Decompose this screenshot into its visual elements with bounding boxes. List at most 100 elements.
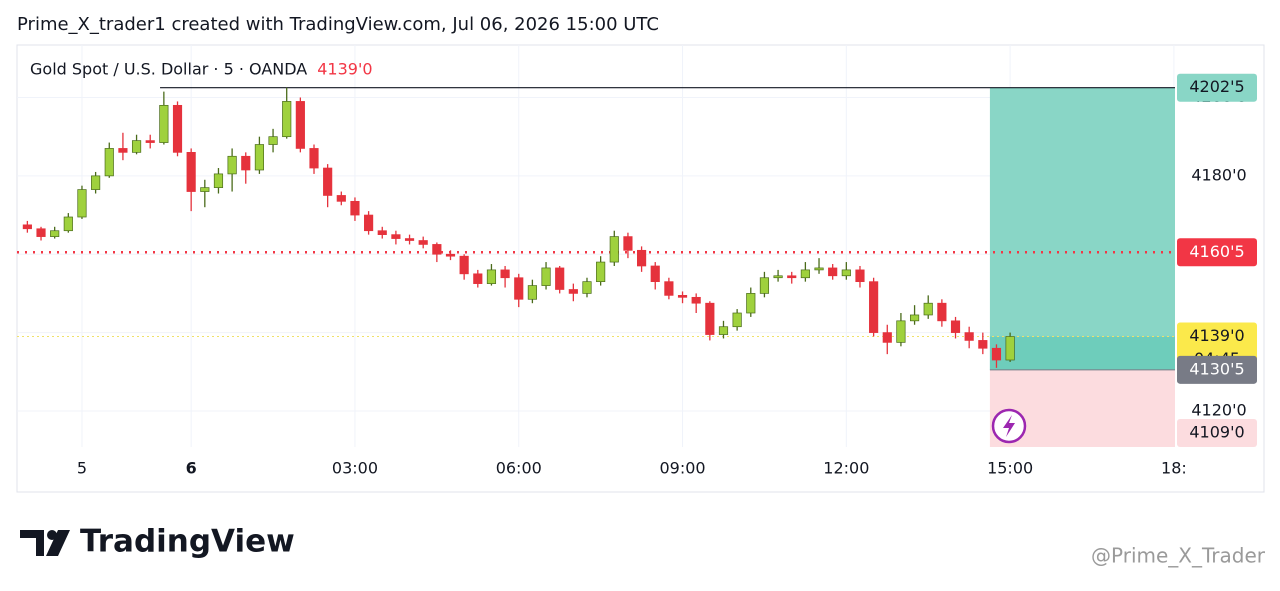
candle-body [118, 148, 128, 153]
candle-body [909, 314, 920, 322]
price-badge-label: 4202'5 [1189, 77, 1244, 96]
logo-mark [20, 530, 44, 556]
candle-body [323, 167, 333, 196]
price-badge-label: 4109'0 [1189, 423, 1244, 442]
candle-body [445, 253, 456, 257]
candle-body [159, 104, 169, 143]
candle-body [364, 214, 374, 232]
x-tick-label: 12:00 [823, 459, 869, 478]
y-tick-label: 4120'0 [1191, 400, 1246, 419]
header-title: Prime_X_trader1 created with TradingView… [17, 14, 659, 35]
watermark: @Prime_X_Trader [1091, 544, 1266, 568]
price-badge [1177, 73, 1257, 102]
y-tick-label: 4180'0 [1191, 165, 1246, 184]
candle-body [664, 281, 674, 296]
candle-body [828, 267, 838, 277]
candle-body [309, 148, 319, 169]
candle-body [746, 293, 756, 314]
candle-body [705, 302, 715, 335]
x-tick-label: 5 [77, 459, 87, 478]
position-target [989, 87, 1175, 370]
candle-body [637, 249, 647, 267]
candle-body [282, 101, 292, 138]
candle-body [213, 173, 224, 188]
candle-body [896, 320, 906, 343]
candle-body [582, 281, 592, 294]
candle-body [77, 189, 87, 218]
candle-body [732, 312, 742, 328]
candle-body [800, 269, 810, 279]
candle-body [432, 244, 442, 255]
candle-body [500, 269, 510, 279]
candle-body [677, 295, 688, 298]
price-badge-label: 4160'5 [1189, 242, 1244, 261]
candle-body [295, 101, 305, 149]
x-tick-label: 09:00 [659, 459, 705, 478]
candle-body [254, 144, 264, 171]
candle-body [350, 200, 360, 216]
candle-body [377, 230, 387, 235]
candle-body [568, 289, 578, 294]
candle-body [131, 140, 142, 153]
candle-body [773, 275, 783, 279]
candle-body [63, 216, 73, 232]
price-badge [1177, 355, 1257, 384]
x-tick-label: 06:00 [496, 459, 542, 478]
logo-mark [46, 530, 70, 556]
chart-panel [16, 44, 1265, 493]
candle-body [869, 281, 879, 333]
price-badge [1177, 238, 1257, 267]
candle-body [527, 285, 537, 300]
chart-area: 4120'04140'04160'04180'04200'05603:0006:… [17, 45, 1257, 478]
x-tick-label: 18: [1161, 459, 1187, 478]
candle-body [486, 269, 497, 284]
candle-body [268, 136, 278, 145]
candle-body [923, 302, 933, 316]
price-badge-label: 4130'5 [1189, 359, 1244, 378]
candle-body [787, 275, 797, 279]
candle-body [814, 267, 824, 271]
candle-body [650, 265, 660, 283]
plot [17, 45, 1175, 447]
x-tick-label: 15:00 [987, 459, 1033, 478]
candle-body [541, 267, 551, 286]
legend-symbol: Gold Spot / U.S. Dollar · 5 · OANDA [30, 60, 307, 79]
candle-body [978, 340, 988, 349]
candle-body [404, 238, 415, 241]
alert-bolt[interactable] [1003, 415, 1015, 437]
candle-body [227, 155, 237, 175]
footer-logo: TradingView [20, 524, 295, 560]
x-tick-label: 03:00 [332, 459, 378, 478]
candle-body [759, 277, 770, 294]
candle-body [623, 236, 633, 251]
candle-body [200, 187, 210, 192]
candle-body [172, 104, 183, 153]
alert-icon[interactable] [991, 408, 1027, 444]
price-badge [1177, 419, 1257, 447]
candle-body [186, 152, 196, 192]
candle-body [937, 302, 947, 322]
candle-body [950, 320, 961, 333]
logo-text: TradingView [80, 524, 295, 560]
candle-body [418, 240, 428, 245]
candle-body [104, 148, 114, 177]
candle-body [50, 230, 60, 237]
position-current [989, 336, 1175, 370]
candle-body [1005, 336, 1015, 361]
logo-mark [47, 530, 57, 540]
candle-body [459, 255, 469, 275]
candle-body [882, 332, 892, 343]
candle-body [596, 261, 606, 283]
candle-body [336, 195, 346, 202]
candle-body [91, 175, 101, 190]
candle-body [555, 267, 565, 290]
candle-body [991, 347, 1002, 361]
legend-price: 4139'0 [317, 60, 372, 79]
candle-body [964, 332, 974, 341]
candle-body [22, 224, 32, 230]
candle-body [473, 273, 483, 284]
legend: Gold Spot / U.S. Dollar · 5 · OANDA 4139… [30, 60, 373, 79]
candle-body [391, 234, 401, 239]
candle-body [841, 269, 851, 277]
